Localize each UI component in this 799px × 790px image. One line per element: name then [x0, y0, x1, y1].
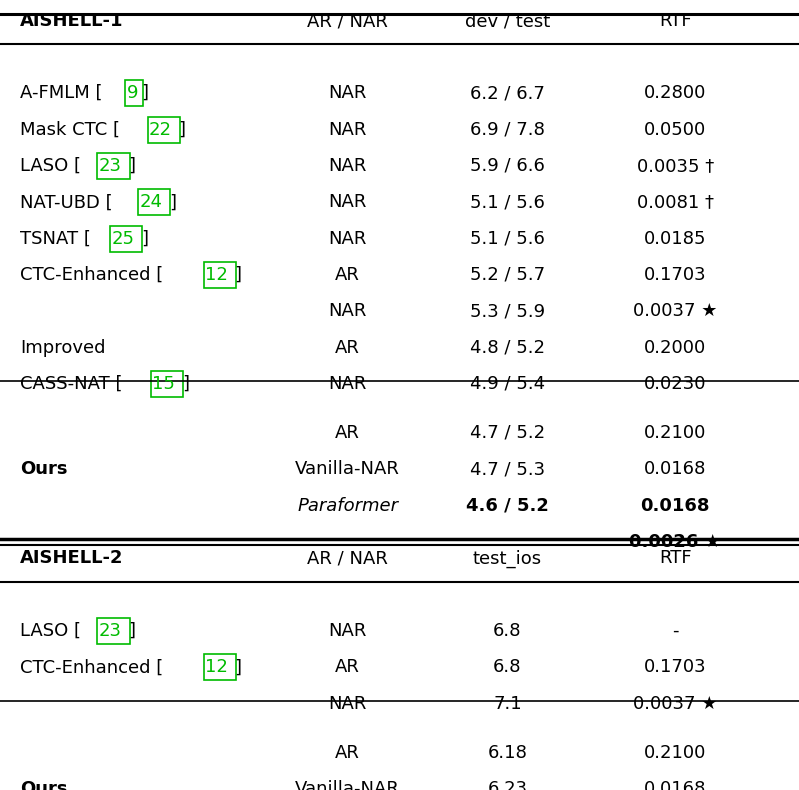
- Bar: [148, 117, 180, 142]
- Text: LASO [: LASO [: [20, 157, 81, 175]
- Text: 0.2800: 0.2800: [644, 85, 706, 102]
- Text: ]: ]: [181, 375, 189, 393]
- Text: ]: ]: [234, 266, 241, 284]
- Text: 0.0230: 0.0230: [644, 375, 706, 393]
- Text: 0.1703: 0.1703: [644, 266, 706, 284]
- Text: 5.3 / 5.9: 5.3 / 5.9: [470, 303, 545, 320]
- Bar: [97, 153, 129, 179]
- Text: 23: 23: [99, 622, 121, 640]
- Text: 24: 24: [140, 194, 162, 211]
- Text: NAR: NAR: [328, 622, 367, 640]
- Bar: [97, 618, 129, 644]
- Text: 4.6 / 5.2: 4.6 / 5.2: [466, 497, 549, 514]
- Text: CTC-Enhanced [: CTC-Enhanced [: [20, 658, 163, 676]
- Text: 15: 15: [153, 375, 175, 393]
- Text: 22: 22: [149, 121, 172, 138]
- Text: 25: 25: [111, 230, 134, 247]
- Text: 0.2000: 0.2000: [644, 339, 706, 356]
- Text: ]: ]: [141, 85, 149, 102]
- Text: RTF: RTF: [659, 13, 691, 30]
- Bar: [204, 654, 236, 680]
- Text: -: -: [672, 622, 678, 640]
- Text: AR: AR: [335, 266, 360, 284]
- Text: 9: 9: [126, 85, 138, 102]
- Text: 12: 12: [205, 658, 228, 676]
- Text: Improved: Improved: [20, 339, 105, 356]
- Text: 4.7 / 5.2: 4.7 / 5.2: [470, 424, 545, 442]
- Text: NAR: NAR: [328, 694, 367, 713]
- Text: RTF: RTF: [659, 549, 691, 567]
- Text: ]: ]: [234, 658, 241, 676]
- Text: test_ios: test_ios: [473, 549, 542, 567]
- Text: 0.2100: 0.2100: [644, 424, 706, 442]
- Text: 23: 23: [99, 157, 121, 175]
- Text: 5.1 / 5.6: 5.1 / 5.6: [470, 194, 545, 211]
- Text: CTC-Enhanced [: CTC-Enhanced [: [20, 266, 163, 284]
- Text: ]: ]: [129, 622, 135, 640]
- Text: 0.0081 †: 0.0081 †: [637, 194, 714, 211]
- Text: AR / NAR: AR / NAR: [307, 13, 388, 30]
- Text: 4.7 / 5.3: 4.7 / 5.3: [470, 461, 545, 478]
- Text: 6.8: 6.8: [493, 622, 522, 640]
- Bar: [151, 371, 183, 397]
- Text: Paraformer: Paraformer: [297, 497, 398, 514]
- Text: AISHELL-1: AISHELL-1: [20, 13, 124, 30]
- Text: NAT-UBD [: NAT-UBD [: [20, 194, 113, 211]
- Text: NAR: NAR: [328, 85, 367, 102]
- Text: NAR: NAR: [328, 375, 367, 393]
- Text: NAR: NAR: [328, 121, 367, 138]
- Text: NAR: NAR: [328, 194, 367, 211]
- Text: 6.8: 6.8: [493, 658, 522, 676]
- Bar: [110, 226, 142, 251]
- Text: LASO [: LASO [: [20, 622, 81, 640]
- Text: 0.0037 ★: 0.0037 ★: [633, 694, 718, 713]
- Text: Ours: Ours: [20, 781, 67, 790]
- Text: 0.1703: 0.1703: [644, 658, 706, 676]
- Text: 12: 12: [205, 266, 228, 284]
- Text: CASS-NAT [: CASS-NAT [: [20, 375, 122, 393]
- Text: 0.0500: 0.0500: [644, 121, 706, 138]
- Text: Vanilla-NAR: Vanilla-NAR: [295, 781, 400, 790]
- Text: 6.18: 6.18: [487, 744, 527, 762]
- Text: 5.1 / 5.6: 5.1 / 5.6: [470, 230, 545, 247]
- Text: NAR: NAR: [328, 303, 367, 320]
- Text: 0.0037 ★: 0.0037 ★: [633, 303, 718, 320]
- Text: 5.2 / 5.7: 5.2 / 5.7: [470, 266, 545, 284]
- Text: ]: ]: [141, 230, 148, 247]
- Text: Mask CTC [: Mask CTC [: [20, 121, 120, 138]
- Bar: [138, 190, 170, 215]
- Text: 0.0035 †: 0.0035 †: [637, 157, 714, 175]
- Text: AR: AR: [335, 744, 360, 762]
- Text: Ours: Ours: [20, 461, 67, 478]
- Text: 5.9 / 6.6: 5.9 / 6.6: [470, 157, 545, 175]
- Text: AR: AR: [335, 658, 360, 676]
- Text: 6.9 / 7.8: 6.9 / 7.8: [470, 121, 545, 138]
- Text: 4.9 / 5.4: 4.9 / 5.4: [470, 375, 545, 393]
- Text: 0.0168: 0.0168: [644, 461, 706, 478]
- Text: Vanilla-NAR: Vanilla-NAR: [295, 461, 400, 478]
- Text: NAR: NAR: [328, 157, 367, 175]
- Text: A-FMLM [: A-FMLM [: [20, 85, 102, 102]
- Text: NAR: NAR: [328, 230, 367, 247]
- Text: 4.8 / 5.2: 4.8 / 5.2: [470, 339, 545, 356]
- Text: AR / NAR: AR / NAR: [307, 549, 388, 567]
- Text: AR: AR: [335, 339, 360, 356]
- Text: 0.0026 ★: 0.0026 ★: [630, 533, 721, 551]
- Text: 0.2100: 0.2100: [644, 744, 706, 762]
- Text: 0.0185: 0.0185: [644, 230, 706, 247]
- Text: AR: AR: [335, 424, 360, 442]
- Text: 6.2 / 6.7: 6.2 / 6.7: [470, 85, 545, 102]
- Text: ]: ]: [129, 157, 135, 175]
- Text: 6.23: 6.23: [487, 781, 527, 790]
- Text: dev / test: dev / test: [465, 13, 550, 30]
- Text: AISHELL-2: AISHELL-2: [20, 549, 124, 567]
- Text: ]: ]: [169, 194, 176, 211]
- Text: 0.0168: 0.0168: [644, 781, 706, 790]
- Text: 0.0168: 0.0168: [641, 497, 710, 514]
- Text: ]: ]: [179, 121, 185, 138]
- Text: TSNAT [: TSNAT [: [20, 230, 91, 247]
- Text: 7.1: 7.1: [493, 694, 522, 713]
- Bar: [125, 81, 142, 106]
- Bar: [204, 262, 236, 288]
